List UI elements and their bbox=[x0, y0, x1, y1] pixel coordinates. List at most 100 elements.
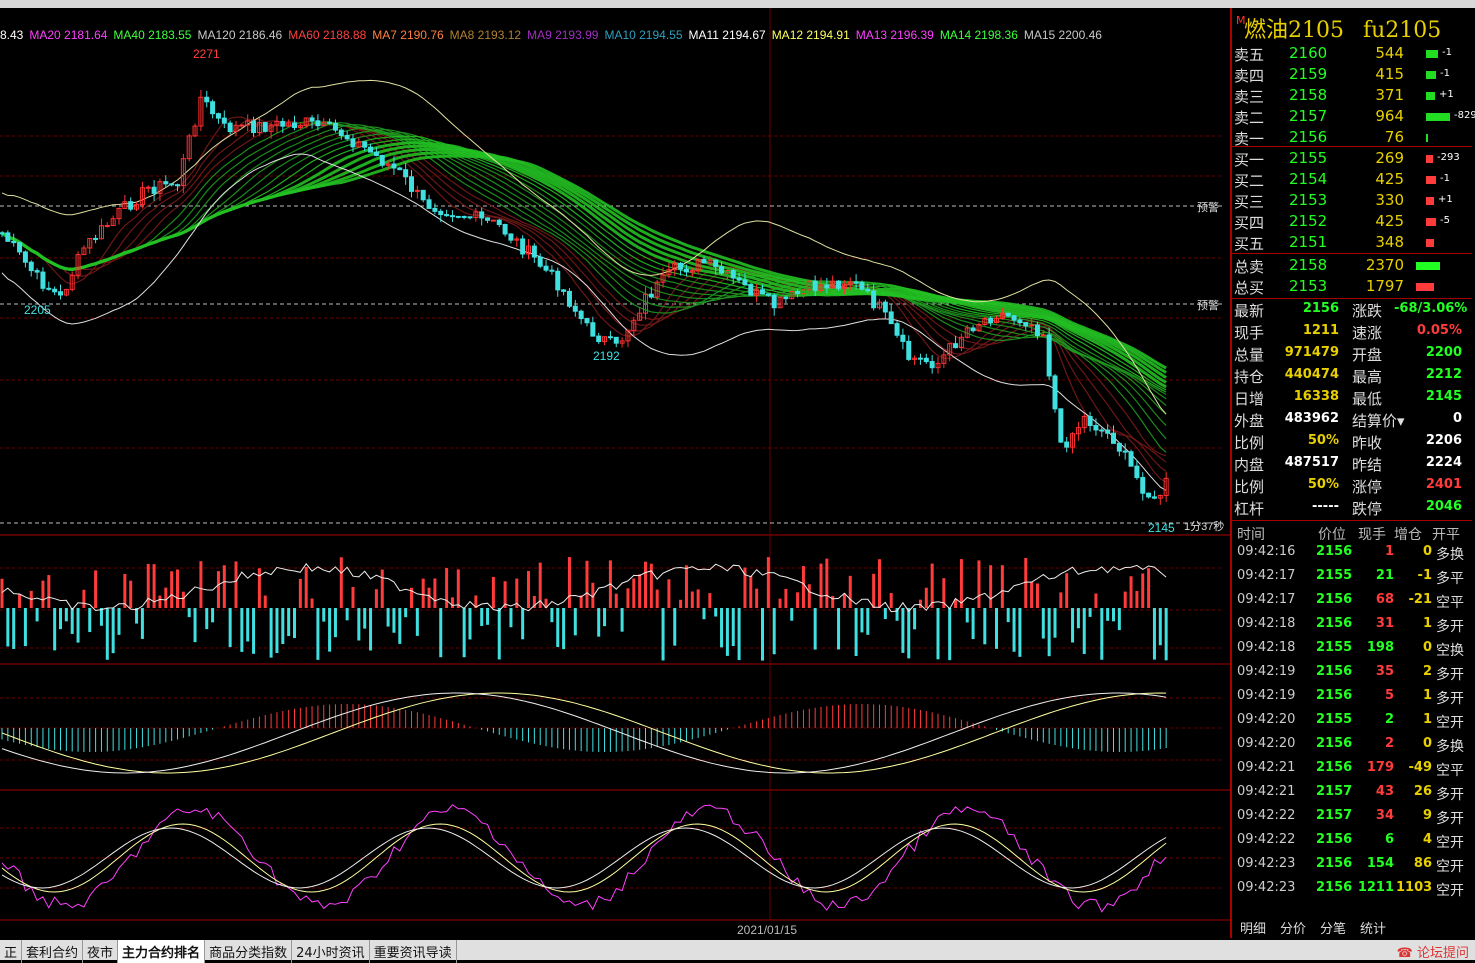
bid-row[interactable]: 买一 2155 269 -293 bbox=[1234, 149, 1470, 170]
tick-time: 09:42:20 bbox=[1237, 712, 1296, 727]
candle-body bbox=[449, 215, 455, 218]
tick-type: 多开 bbox=[1436, 667, 1464, 683]
tick-row[interactable]: 09:42:20 2155 2 1 空开 bbox=[1234, 712, 1470, 736]
candle-body bbox=[1017, 319, 1023, 324]
ma-legend-item: MA40 2183.55 bbox=[113, 28, 192, 42]
tick-price: 2156 bbox=[1316, 688, 1353, 703]
tick-row[interactable]: 09:42:23 2156 154 86 空开 bbox=[1234, 856, 1470, 880]
volume-bar bbox=[930, 563, 934, 608]
tick-oi-change: -21 bbox=[1408, 592, 1433, 607]
volume-bar bbox=[1047, 608, 1051, 657]
tick-row[interactable]: 09:42:17 2156 68 -21 空平 bbox=[1234, 592, 1470, 616]
bottom-tab-3[interactable]: 商品分类指数 bbox=[205, 940, 293, 963]
tick-price: 2156 bbox=[1316, 592, 1353, 607]
volume-bar bbox=[965, 608, 969, 623]
candle-body bbox=[888, 311, 894, 325]
tick-row[interactable]: 09:42:21 2156 179 -49 空平 bbox=[1234, 760, 1470, 784]
level-volume: 425 bbox=[1375, 170, 1404, 188]
candle-body bbox=[391, 163, 397, 169]
forum-link[interactable]: ☎ 论坛提问 bbox=[1397, 942, 1469, 961]
tick-time: 09:42:17 bbox=[1237, 592, 1296, 607]
volume-bar bbox=[825, 558, 829, 608]
total-row[interactable]: 总卖 2158 2370 bbox=[1234, 256, 1470, 277]
bottom-tab-5[interactable]: 重要资讯导读 bbox=[370, 940, 457, 963]
candle-body bbox=[836, 280, 842, 289]
tab-1[interactable]: 分价 bbox=[1280, 922, 1307, 937]
total-row[interactable]: 总买 2153 1797 bbox=[1234, 277, 1470, 298]
volume-bar bbox=[1024, 557, 1028, 608]
tick-row[interactable]: 09:42:17 2155 21 -1 多平 bbox=[1234, 568, 1470, 592]
candle-body bbox=[496, 219, 502, 226]
bottom-tab-1[interactable]: 夜市 bbox=[83, 940, 119, 963]
volume-bar bbox=[363, 608, 367, 629]
level-label: 卖四 bbox=[1234, 67, 1265, 85]
bid-row[interactable]: 买五 2151 348 bbox=[1234, 233, 1470, 254]
candle-body bbox=[643, 293, 648, 314]
tick-row[interactable]: 09:42:18 2155 198 0 空换 bbox=[1234, 640, 1470, 664]
bottom-tabs[interactable]: 套利合约 夜市 主力合约排名 商品分类指数 24小时资讯 重要资讯导读 bbox=[22, 940, 457, 963]
volume-bar bbox=[497, 608, 501, 660]
volume-bar bbox=[222, 565, 226, 608]
stat-label[interactable]: 结算价▾ bbox=[1352, 412, 1405, 430]
candle-body bbox=[689, 270, 695, 273]
volume-bar bbox=[1059, 592, 1063, 608]
envelope-line bbox=[1, 153, 1167, 491]
tab-3[interactable]: 统计 bbox=[1360, 922, 1387, 937]
tab-2[interactable]: 分笔 bbox=[1320, 922, 1347, 937]
ma-line bbox=[1, 131, 1167, 395]
ask-row[interactable]: 卖四 2159 415 -1 bbox=[1234, 65, 1470, 86]
tick-row[interactable]: 09:42:20 2156 2 0 多换 bbox=[1234, 736, 1470, 760]
bar-countdown: 1分37秒 bbox=[1184, 519, 1224, 533]
bottom-tab-0[interactable]: 套利合约 bbox=[22, 940, 84, 963]
level-volume: 330 bbox=[1375, 191, 1404, 209]
ma-legend-item: MA8 2193.12 bbox=[449, 28, 522, 42]
ask-row[interactable]: 卖三 2158 371 +1 bbox=[1234, 86, 1470, 107]
volume-bar bbox=[638, 574, 642, 608]
tick-type: 空平 bbox=[1436, 595, 1464, 611]
ask-row[interactable]: 卖五 2160 544 -1 bbox=[1234, 44, 1470, 65]
bottom-left-stub[interactable]: 正 bbox=[0, 940, 23, 963]
level-volume-bar bbox=[1426, 239, 1434, 247]
candle-body bbox=[713, 259, 719, 268]
candle-body bbox=[561, 289, 567, 292]
volume-bar bbox=[532, 595, 536, 608]
bottom-tab-2[interactable]: 主力合约排名 bbox=[118, 940, 206, 963]
candle-body bbox=[520, 238, 526, 255]
ask-row[interactable]: 卖一 2156 76 bbox=[1234, 128, 1470, 149]
candle-body bbox=[385, 163, 391, 166]
tick-row[interactable]: 09:42:19 2156 5 1 多开 bbox=[1234, 688, 1470, 712]
tick-row[interactable]: 09:42:23 2156 1211 1103 空开 bbox=[1234, 880, 1470, 904]
bottom-tab-bar[interactable]: 正套利合约 夜市 主力合约排名 商品分类指数 24小时资讯 重要资讯导读 ☎ 论坛提问 bbox=[0, 940, 1475, 963]
candle-body bbox=[461, 215, 467, 218]
tick-row[interactable]: 09:42:18 2156 31 1 多开 bbox=[1234, 616, 1470, 640]
level-label: 总买 bbox=[1234, 279, 1265, 297]
candle-body bbox=[215, 113, 221, 119]
candle-body bbox=[233, 124, 239, 133]
bid-row[interactable]: 买二 2154 425 -1 bbox=[1234, 170, 1470, 191]
candle-body bbox=[34, 270, 40, 273]
chart-area[interactable]: 2271 2205 2192 2145 预警 预警 1分37秒 2021/01/15 bbox=[0, 8, 1230, 938]
candle-body bbox=[0, 232, 5, 235]
tick-row[interactable]: 09:42:19 2156 35 2 多开 bbox=[1234, 664, 1470, 688]
tick-row[interactable]: 09:42:16 2156 1 0 多换 bbox=[1234, 544, 1470, 568]
tab-0[interactable]: 明细 bbox=[1240, 922, 1267, 937]
bid-row[interactable]: 买四 2152 425 -5 bbox=[1234, 212, 1470, 233]
ask-row[interactable]: 卖二 2157 964 -829 bbox=[1234, 107, 1475, 128]
bottom-tab-4[interactable]: 24小时资讯 bbox=[292, 940, 370, 963]
candle-body bbox=[362, 141, 368, 148]
tick-row[interactable]: 09:42:22 2157 34 9 多开 bbox=[1234, 808, 1470, 832]
detail-tabs[interactable]: 明细 分价 分笔 统计 bbox=[1240, 918, 1400, 938]
stat-value: 971479 bbox=[1284, 345, 1339, 360]
volume-bar bbox=[585, 560, 589, 608]
tick-oi-change: 0 bbox=[1422, 640, 1432, 655]
tick-volume: 1 bbox=[1384, 544, 1394, 559]
candle-body bbox=[338, 129, 344, 137]
tick-row[interactable]: 09:42:22 2156 6 4 空开 bbox=[1234, 832, 1470, 856]
level-label: 总卖 bbox=[1234, 258, 1265, 276]
stat-value: 0.05% bbox=[1416, 323, 1462, 338]
bid-row[interactable]: 买三 2153 330 +1 bbox=[1234, 191, 1470, 212]
candle-body bbox=[245, 120, 251, 126]
tick-row[interactable]: 09:42:21 2157 43 26 多开 bbox=[1234, 784, 1470, 808]
volume-bar bbox=[275, 608, 279, 654]
